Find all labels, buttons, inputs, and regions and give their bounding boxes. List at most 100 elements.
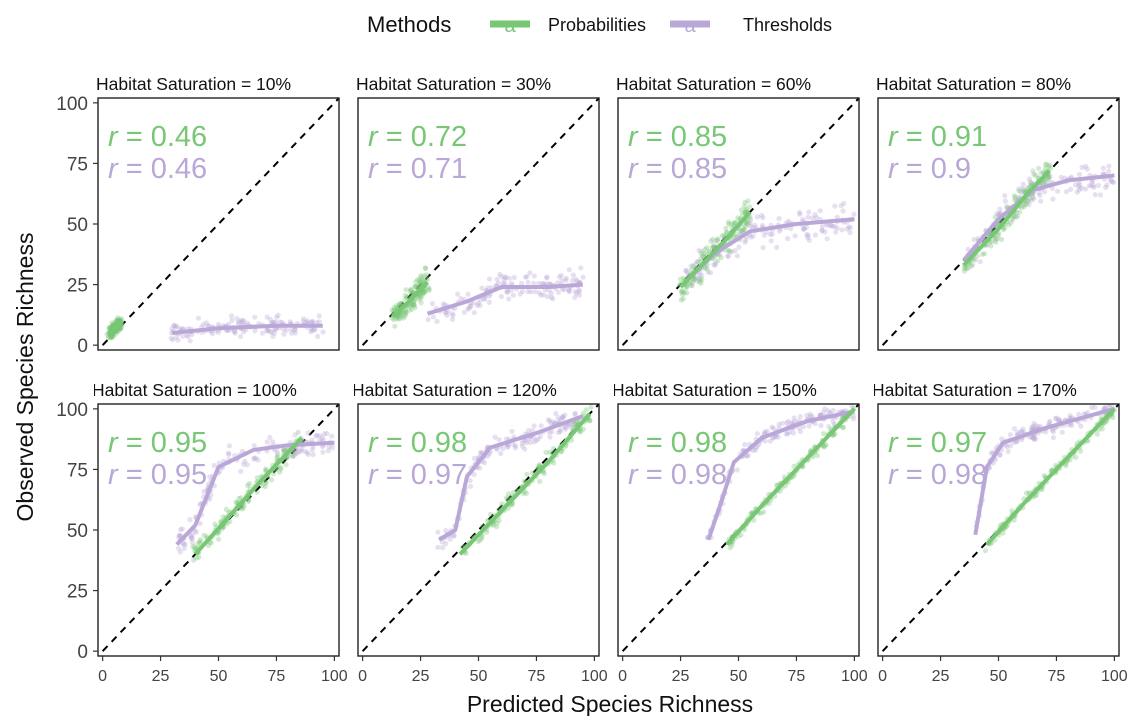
probability-point [405, 294, 411, 300]
threshold-point [1103, 184, 1109, 190]
threshold-point [531, 273, 537, 279]
threshold-point [485, 285, 491, 291]
threshold-point [309, 318, 315, 324]
probability-point [423, 276, 429, 282]
threshold-point [683, 268, 689, 274]
threshold-point [232, 328, 238, 334]
probability-point [588, 404, 594, 410]
probability-point [968, 263, 974, 269]
probability-point [408, 286, 414, 292]
threshold-point [1031, 435, 1037, 441]
probability-point [1036, 165, 1042, 171]
y-tick-label: 75 [67, 154, 88, 175]
threshold-point [435, 529, 441, 535]
threshold-point [305, 430, 311, 436]
threshold-point [851, 211, 857, 217]
probability-point [396, 316, 402, 322]
x-tick-label: 25 [672, 668, 690, 685]
probability-point [278, 464, 284, 471]
threshold-point [301, 316, 307, 322]
probability-point [414, 277, 421, 283]
threshold-point [800, 216, 806, 223]
threshold-point [576, 288, 582, 294]
threshold-point [497, 271, 503, 278]
threshold-point [442, 309, 448, 315]
threshold-point [175, 337, 181, 343]
threshold-point [320, 449, 326, 455]
threshold-point [573, 290, 580, 296]
threshold-point [281, 331, 287, 337]
probability-point [408, 290, 415, 296]
probability-point [115, 328, 121, 334]
x-tick-label: 0 [358, 668, 367, 685]
threshold-point [506, 296, 512, 302]
threshold-point [804, 231, 810, 238]
threshold-point [252, 328, 258, 334]
probability-point [392, 323, 398, 329]
probability-point [409, 306, 415, 312]
legend-label: Probabilities [548, 15, 646, 35]
probability-point [422, 265, 429, 271]
probability-point [117, 326, 124, 332]
threshold-point [760, 222, 766, 229]
threshold-point [169, 325, 175, 332]
threshold-point [1106, 163, 1112, 169]
threshold-point [316, 313, 322, 319]
x-tick-label: 50 [210, 668, 228, 685]
panel-title: Habitat Saturation = 60% [616, 74, 811, 94]
threshold-point [834, 214, 840, 220]
threshold-point [525, 288, 531, 295]
threshold-point [274, 314, 280, 320]
probability-point [113, 329, 120, 335]
threshold-point [284, 327, 290, 333]
probability-point [113, 331, 119, 337]
threshold-point [238, 468, 244, 474]
threshold-smooth-line [426, 282, 583, 316]
threshold-point [788, 225, 794, 232]
threshold-point [226, 443, 232, 449]
x-tick-label: 0 [98, 668, 107, 685]
threshold-point [527, 270, 533, 276]
r-label-thresholds: r = 0.97 [368, 459, 467, 491]
threshold-point [1095, 182, 1101, 188]
threshold-point [767, 231, 773, 237]
probability-point [422, 265, 429, 271]
threshold-point [519, 280, 525, 287]
threshold-point [833, 229, 839, 235]
threshold-point [1068, 186, 1074, 192]
probability-point [112, 319, 118, 325]
threshold-point [443, 309, 449, 316]
probability-point [413, 284, 419, 290]
threshold-point [538, 423, 544, 429]
probability-point [680, 296, 686, 302]
r-label-thresholds: r = 0.98 [628, 459, 727, 491]
threshold-point [511, 274, 517, 281]
threshold-point [504, 289, 510, 295]
threshold-point [180, 333, 186, 339]
threshold-point [498, 293, 504, 300]
probability-point [403, 287, 409, 293]
y-tick-label: 25 [67, 582, 88, 603]
panel-title: Habitat Saturation = 10% [96, 74, 291, 94]
threshold-point [320, 329, 326, 335]
threshold-point [510, 292, 516, 298]
threshold-point [271, 330, 277, 336]
threshold-point [547, 434, 553, 440]
threshold-point [1079, 164, 1085, 170]
threshold-point [505, 289, 511, 295]
threshold-point [275, 312, 281, 318]
threshold-point [1050, 196, 1056, 202]
threshold-point [734, 253, 740, 259]
threshold-point [240, 318, 246, 324]
threshold-point [573, 276, 579, 282]
threshold-point [846, 224, 852, 230]
probability-point [422, 289, 428, 295]
probability-point [397, 312, 403, 319]
threshold-point [492, 434, 498, 440]
threshold-point [743, 237, 749, 243]
threshold-point [467, 304, 473, 310]
probability-point [417, 278, 423, 284]
threshold-point [184, 333, 190, 339]
threshold-point [471, 310, 477, 316]
probability-point [1014, 213, 1021, 219]
